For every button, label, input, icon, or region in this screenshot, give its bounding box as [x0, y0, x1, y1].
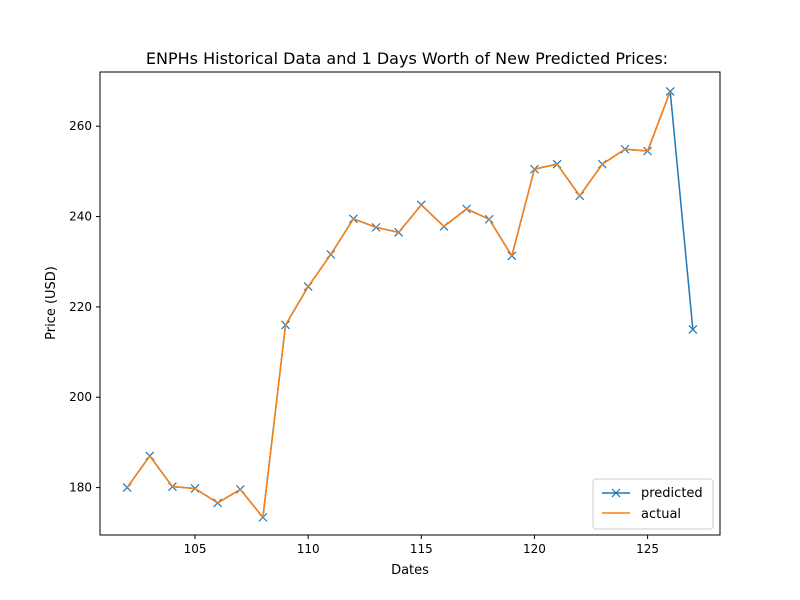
y-tick-label: 260 [69, 119, 92, 133]
y-tick-label: 240 [69, 210, 92, 224]
predicted-point [688, 325, 698, 334]
legend: predicted actual [592, 478, 714, 530]
x-tick-label: 125 [636, 542, 659, 556]
legend-predicted-marker [611, 488, 621, 498]
legend-actual-label: actual [641, 507, 681, 522]
x-tick-label: 110 [297, 542, 320, 556]
series-actual-line [126, 91, 671, 519]
legend-box [592, 478, 714, 530]
legend-x-marker [611, 488, 621, 498]
y-tick-label: 180 [69, 481, 92, 495]
chart-title: ENPHs Historical Data and 1 Days Worth o… [146, 49, 668, 68]
y-axis-ticks: 180 200 220 240 260 [69, 119, 100, 495]
x-tick-label: 115 [410, 542, 433, 556]
plot-frame [99, 71, 721, 536]
y-axis-label: Price (USD) [44, 266, 59, 340]
x-axis-label: Dates [391, 563, 429, 578]
x-tick-label: 120 [523, 542, 546, 556]
y-tick-label: 220 [69, 300, 92, 314]
x-tick-label: 105 [184, 542, 207, 556]
plot-marks [122, 86, 698, 522]
legend-predicted-label: predicted [641, 486, 703, 501]
x-axis-ticks: 105 110 115 120 125 [184, 535, 659, 556]
y-tick-label: 200 [69, 390, 92, 404]
series-predicted-line [126, 90, 694, 519]
